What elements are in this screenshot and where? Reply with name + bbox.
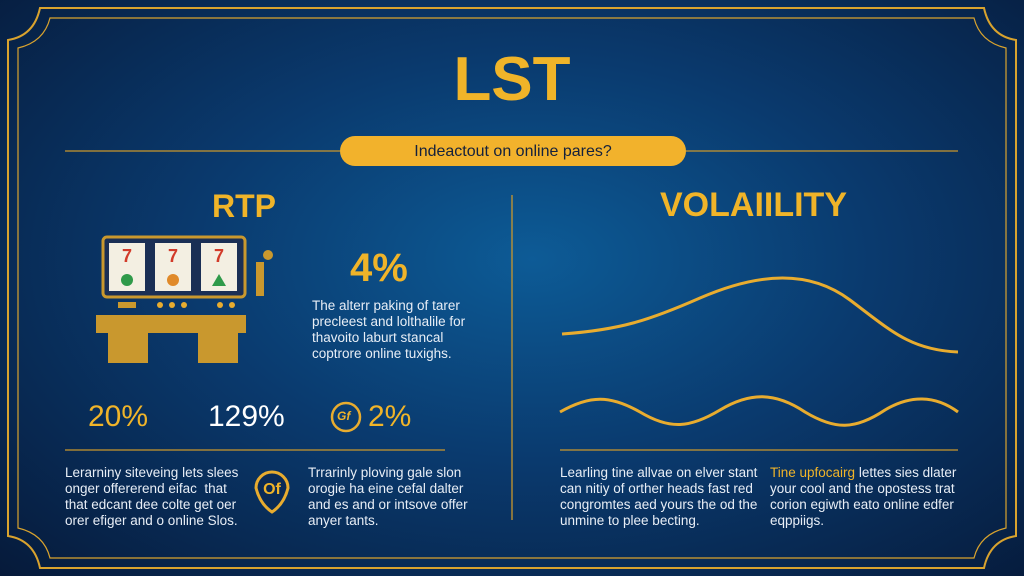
- stat: 2%: [368, 400, 412, 433]
- text-line: can nitiy of orther heads fast red: [560, 481, 753, 496]
- text-line: thavoito laburt stancal: [312, 330, 444, 345]
- stat: 129%: [208, 400, 285, 433]
- text-line: anyer tants.: [308, 513, 379, 528]
- text-line: Tine upfocairg lettes sies dlater: [770, 465, 956, 481]
- text-line: eqppiigs.: [770, 513, 825, 528]
- text-line: and es and or intsove offer: [308, 497, 468, 512]
- text-line: orogie ha eine cefal dalter: [308, 481, 464, 496]
- text-line: congromtes aed yours the od the: [560, 497, 758, 512]
- text-line: Lerarniny siteveing lets slees: [65, 465, 239, 480]
- highlight: Tine upfocairg: [770, 465, 856, 480]
- text-line: corion egiwth eato online edfer: [770, 497, 954, 512]
- rtp-heading: RTP: [212, 188, 276, 224]
- paragraph: Learling tine allvae on elver stant can …: [560, 465, 757, 529]
- text-line: that edcant dee colte get oer: [65, 497, 237, 512]
- svg-text:7: 7: [214, 246, 224, 266]
- rtp-stat: 4%: [350, 246, 408, 290]
- text: lettes sies dlater: [858, 465, 957, 480]
- badge: Of: [263, 481, 281, 498]
- text-line: orer efiger and o online Slos.: [65, 513, 238, 528]
- stat: 20%: [88, 400, 149, 433]
- text-line: onger offererend eifac that: [65, 481, 227, 496]
- svg-text:7: 7: [168, 246, 178, 266]
- paragraph: Tine upfocairg lettes sies dlater your c…: [770, 465, 956, 529]
- banner: Indeactout on online pares?: [414, 143, 612, 160]
- text-line: your cool and the opostess trat: [770, 481, 955, 496]
- paragraph: Lerarniny siteveing lets slees onger off…: [65, 465, 238, 529]
- text-line: Learling tine allvae on elver stant: [560, 465, 758, 480]
- text-line: Trrarinly ploving gale slon: [308, 465, 462, 480]
- text-line: coptrore online tuxighs.: [312, 346, 452, 361]
- text-line: precleest and lolthalile for: [312, 314, 466, 329]
- title: LST: [453, 45, 571, 114]
- paragraph: Trrarinly ploving gale slon orogie ha ei…: [308, 465, 468, 529]
- text-line: The alterr paking of tarer: [312, 298, 460, 313]
- stat-icon: Gf: [337, 409, 351, 423]
- text-line: unmine to plee becting.: [560, 513, 700, 528]
- rtp-description: The alterr paking of tarer precleest and…: [312, 298, 465, 362]
- svg-text:7: 7: [122, 246, 132, 266]
- volatility-heading: VOLAIILITY: [660, 186, 847, 224]
